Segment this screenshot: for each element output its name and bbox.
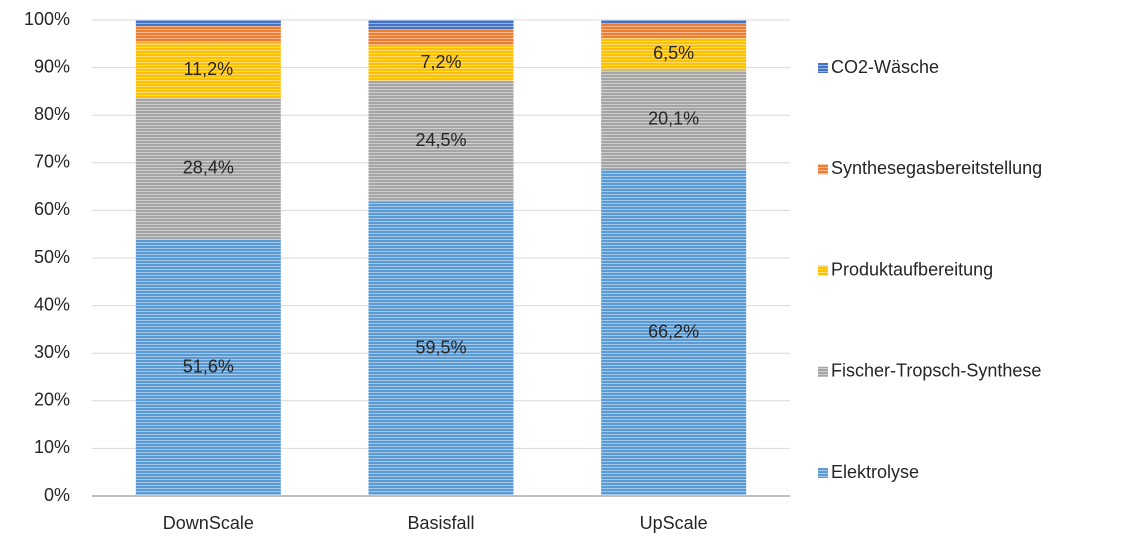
y-tick-label: 50% bbox=[34, 247, 70, 267]
data-label: 6,5% bbox=[653, 43, 694, 63]
y-tick-label: 80% bbox=[34, 104, 70, 124]
bar-segment bbox=[135, 42, 281, 99]
data-label: 11,2% bbox=[183, 59, 233, 79]
bar-segment bbox=[135, 20, 281, 26]
bar-segment bbox=[135, 98, 281, 240]
y-tick-label: 40% bbox=[34, 294, 70, 314]
y-tick-label: 30% bbox=[34, 342, 70, 362]
x-tick-label: Basisfall bbox=[407, 513, 474, 533]
legend-swatch bbox=[818, 164, 828, 175]
bar-segment bbox=[601, 169, 747, 497]
legend-label: CO2-Wäsche bbox=[831, 57, 939, 77]
x-tick-label: UpScale bbox=[640, 513, 708, 533]
bar-segment bbox=[601, 70, 747, 170]
bar-segment bbox=[368, 45, 514, 81]
data-label: 66,2% bbox=[648, 321, 699, 341]
data-label: 59,5% bbox=[415, 338, 466, 358]
bar-segment bbox=[368, 29, 514, 46]
legend-swatch bbox=[818, 468, 828, 478]
legend-swatch bbox=[818, 265, 828, 276]
y-tick-label: 60% bbox=[34, 199, 70, 219]
bar-segment bbox=[368, 80, 514, 202]
data-label: 7,2% bbox=[420, 52, 461, 72]
data-label: 28,4% bbox=[183, 157, 234, 177]
bar-segment bbox=[368, 20, 514, 30]
y-tick-label: 100% bbox=[24, 9, 70, 29]
bar-segment bbox=[601, 38, 747, 71]
data-label: 51,6% bbox=[183, 356, 234, 376]
legend-label: Synthesegasbereitstellung bbox=[831, 158, 1042, 178]
y-tick-label: 0% bbox=[44, 485, 70, 505]
legend-swatch bbox=[818, 63, 828, 73]
bar-segment bbox=[135, 25, 281, 43]
legend-label: Fischer-Tropsch-Synthese bbox=[831, 361, 1041, 381]
y-tick-label: 70% bbox=[34, 152, 70, 172]
y-tick-label: 20% bbox=[34, 390, 70, 410]
bar-segment bbox=[135, 239, 281, 496]
bar-segment bbox=[601, 23, 747, 39]
bar-segment bbox=[601, 20, 747, 24]
data-label: 24,5% bbox=[415, 130, 466, 150]
x-tick-label: DownScale bbox=[163, 513, 254, 533]
data-label: 20,1% bbox=[648, 109, 699, 129]
legend-label: Produktaufbereitung bbox=[831, 259, 993, 279]
legend-swatch bbox=[818, 366, 828, 377]
y-tick-label: 10% bbox=[34, 437, 70, 457]
y-tick-label: 90% bbox=[34, 56, 70, 76]
bar-segment bbox=[368, 201, 514, 496]
legend-label: Elektrolyse bbox=[831, 462, 919, 482]
